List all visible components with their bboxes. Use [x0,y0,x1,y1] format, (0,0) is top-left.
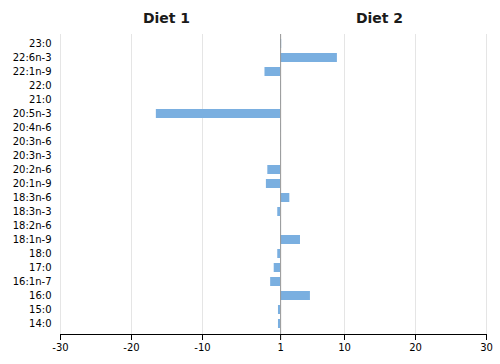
svg-text:23:0: 23:0 [29,38,51,49]
svg-text:22:6n-3: 22:6n-3 [13,52,52,63]
svg-text:20:4n-6: 20:4n-6 [13,122,52,133]
svg-text:20: 20 [409,342,422,353]
svg-text:18:0: 18:0 [29,248,51,259]
svg-text:14:0: 14:0 [29,318,51,329]
svg-text:17:0: 17:0 [29,262,51,273]
svg-text:20:1n-9: 20:1n-9 [13,178,52,189]
svg-text:22:0: 22:0 [29,80,51,91]
svg-text:-30: -30 [52,342,68,353]
svg-text:16:0: 16:0 [29,290,51,301]
svg-text:18:3n-6: 18:3n-6 [13,192,52,203]
svg-text:22:1n-9: 22:1n-9 [13,66,52,77]
svg-text:18:2n-6: 18:2n-6 [13,220,52,231]
svg-text:18:1n-9: 18:1n-9 [13,234,52,245]
svg-text:20:2n-6: 20:2n-6 [13,164,52,175]
svg-text:30: 30 [480,342,493,353]
svg-text:20:5n-3: 20:5n-3 [13,108,52,119]
svg-text:1: 1 [277,342,283,353]
svg-text:-20: -20 [123,342,139,353]
svg-text:10: 10 [338,342,351,353]
html-text:Diet 2: Diet 2 [355,10,404,26]
svg-text:20:3n-6: 20:3n-6 [13,136,52,147]
svg-text:21:0: 21:0 [29,94,51,105]
svg-text:16:1n-7: 16:1n-7 [13,276,52,287]
svg-text:18:3n-3: 18:3n-3 [13,206,52,217]
svg-text:20:3n-3: 20:3n-3 [13,150,52,161]
svg-text:15:0: 15:0 [29,304,51,315]
html-text:Diet 1: Diet 1 [142,10,191,26]
svg-text:-10: -10 [194,342,210,353]
